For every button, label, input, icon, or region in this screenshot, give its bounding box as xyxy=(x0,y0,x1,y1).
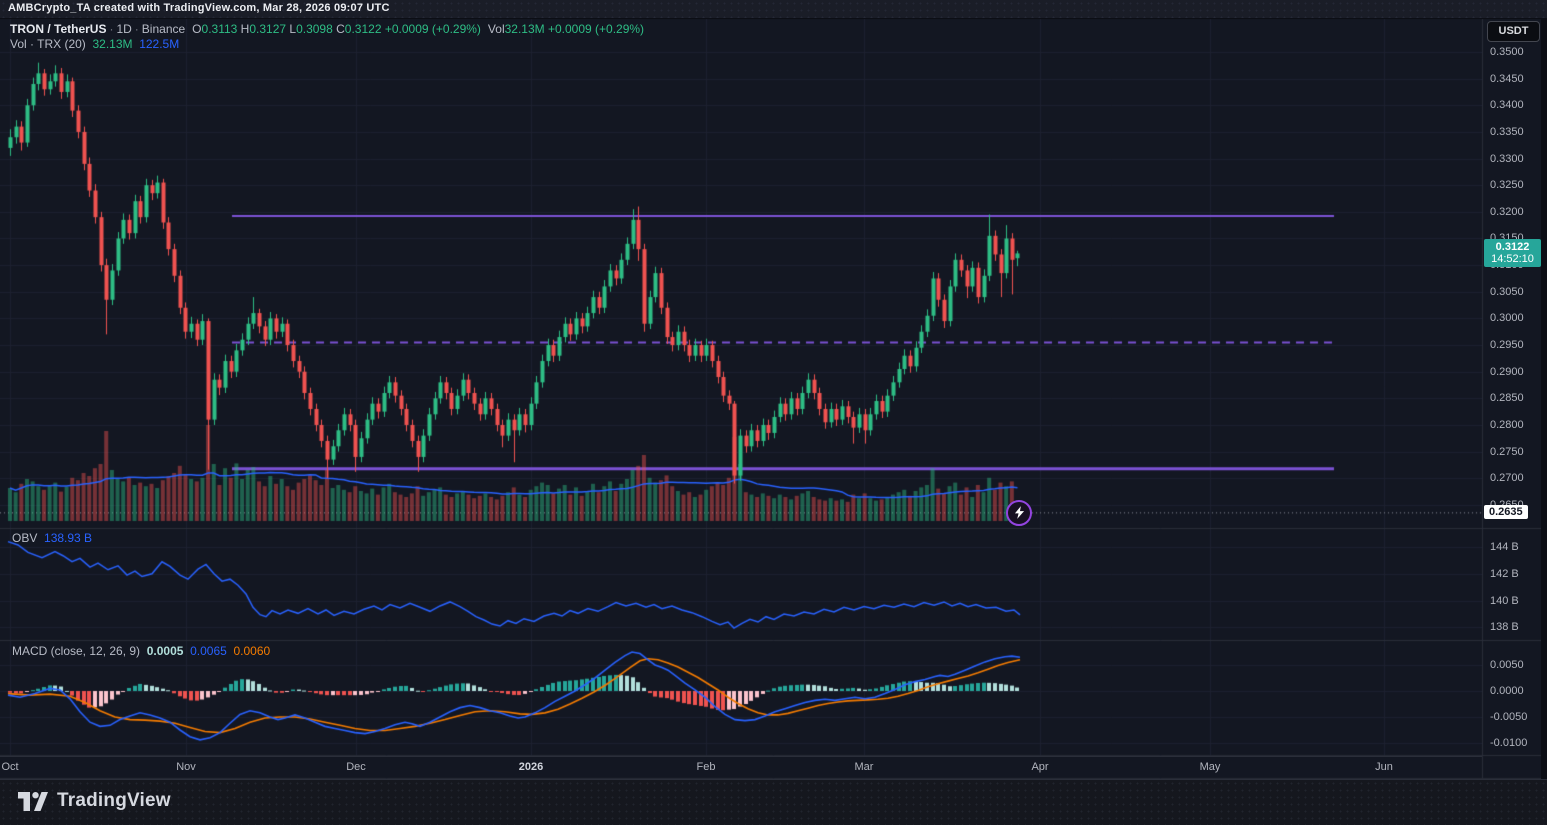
macd-signal-value: 0.0060 xyxy=(233,644,271,658)
time-axis-label: Jun xyxy=(1375,761,1393,773)
obv-tick-label: 142 B xyxy=(1490,567,1519,580)
macd-line-value: 0.0065 xyxy=(190,644,227,658)
close-value: 0.3122 xyxy=(344,22,382,36)
obv-legend[interactable]: OBV 138.93 B xyxy=(12,531,92,545)
close-label: C xyxy=(336,22,345,36)
tradingview-logo-link[interactable]: TradingView xyxy=(18,790,171,812)
price-tick-label: 0.3300 xyxy=(1490,152,1524,165)
price-line-label: 0.2635 xyxy=(1484,504,1528,519)
price-tick-label: 0.2850 xyxy=(1490,392,1524,405)
volume-value: 32.13M xyxy=(504,22,545,36)
time-axis-label: May xyxy=(1199,761,1221,773)
volume-indicator-legend[interactable]: Vol · TRX (20) 32.13M 122.5M xyxy=(10,37,179,51)
price-tick-label: 0.2700 xyxy=(1490,472,1524,485)
price-tick-label: 0.3400 xyxy=(1490,99,1524,112)
price-tick-label: 0.3350 xyxy=(1490,125,1524,138)
price-tick-label: 0.3000 xyxy=(1490,312,1524,325)
lightning-icon xyxy=(1014,506,1025,520)
low-label: L xyxy=(289,22,297,36)
price-tick-label: 0.3500 xyxy=(1490,46,1524,58)
price-tick-label: 0.2750 xyxy=(1490,445,1524,458)
obv-label[interactable]: OBV xyxy=(12,531,38,545)
macd-tick-label: 0.0000 xyxy=(1490,685,1524,697)
obv-tick-label: 144 B xyxy=(1490,541,1519,553)
high-value: 0.3127 xyxy=(249,22,287,36)
price-tick-label: 0.2950 xyxy=(1490,339,1524,352)
high-label: H xyxy=(240,22,250,36)
last-price-value: 0.3122 xyxy=(1495,241,1530,254)
macd-legend[interactable]: MACD (close, 12, 26, 9) 0.0005 0.0065 0.… xyxy=(12,644,270,658)
open-value: 0.3113 xyxy=(201,22,238,36)
price-tick-label: 0.3200 xyxy=(1490,205,1524,218)
time-axis-label: Feb xyxy=(696,761,716,773)
macd-tick-label: -0.0050 xyxy=(1490,711,1528,723)
attribution-bar: AMBCrypto_TA created with TradingView.co… xyxy=(0,0,1547,19)
volume-change: +0.0009 (+0.29%) xyxy=(547,22,645,36)
bar-countdown: 14:52:10 xyxy=(1491,253,1534,266)
price-tick-label: 0.3050 xyxy=(1490,285,1524,298)
instant-trading-button[interactable] xyxy=(1006,499,1033,526)
volume-ma-label[interactable]: Vol · TRX (20) xyxy=(10,37,86,51)
open-label: O xyxy=(192,22,202,36)
time-axis-label: Dec xyxy=(346,761,366,773)
attribution-text: AMBCrypto_TA created with TradingView.co… xyxy=(8,2,390,14)
time-axis-label: Nov xyxy=(176,761,196,773)
price-tick-label: 0.2900 xyxy=(1490,365,1524,378)
macd-tick-label: -0.0100 xyxy=(1490,737,1528,749)
currency-toggle-button[interactable]: USDT xyxy=(1487,21,1540,42)
volume-label: Vol xyxy=(487,22,505,36)
scrollbar-track[interactable] xyxy=(1541,0,1547,779)
volume-ma-value: 122.5M xyxy=(139,37,180,51)
interval-label[interactable]: 1D xyxy=(116,22,132,36)
price-axis[interactable]: 0.3500 0.3450 0.3400 0.3350 0.3300 0.3250 0.32… xyxy=(1483,18,1541,755)
macd-label[interactable]: MACD (close, 12, 26, 9) xyxy=(12,644,141,658)
time-axis-label: Oct xyxy=(1,761,19,773)
tradingview-brand-text: TradingView xyxy=(57,790,171,811)
tradingview-logo-icon xyxy=(18,791,48,811)
time-axis-label: Apr xyxy=(1031,761,1049,773)
change-value: +0.0009 (+0.29%) xyxy=(384,22,481,36)
price-tick-label: 0.3450 xyxy=(1490,72,1524,85)
obv-tick-label: 140 B xyxy=(1490,594,1519,607)
price-tick-label: 0.3250 xyxy=(1490,179,1524,192)
exchange-label: Binance xyxy=(141,22,186,36)
obv-value: 138.93 B xyxy=(44,531,93,545)
low-value: 0.3098 xyxy=(296,22,333,36)
time-axis[interactable]: Oct Nov Dec 2026 Feb Mar Apr May Jun xyxy=(0,756,1482,779)
legend-separator: · xyxy=(134,22,139,36)
symbol-name[interactable]: TRON / TetherUS xyxy=(10,22,107,36)
last-price-badge: 0.3122 14:52:10 xyxy=(1484,239,1541,268)
macd-hist-value: 0.0005 xyxy=(146,644,184,658)
macd-tick-label: 0.0050 xyxy=(1490,659,1524,671)
price-tick-label: 0.2800 xyxy=(1490,418,1524,431)
time-axis-label: 2026 xyxy=(518,761,544,773)
obv-tick-label: 138 B xyxy=(1490,621,1519,634)
time-axis-label: Mar xyxy=(854,761,874,773)
legend-separator: · xyxy=(109,22,114,36)
symbol-legend[interactable]: TRON / TetherUS · 1D · Binance O0.3113 H0.312… xyxy=(10,22,644,36)
volume-current-value: 32.13M xyxy=(92,37,133,51)
footer-bar: TradingView xyxy=(0,779,1547,825)
